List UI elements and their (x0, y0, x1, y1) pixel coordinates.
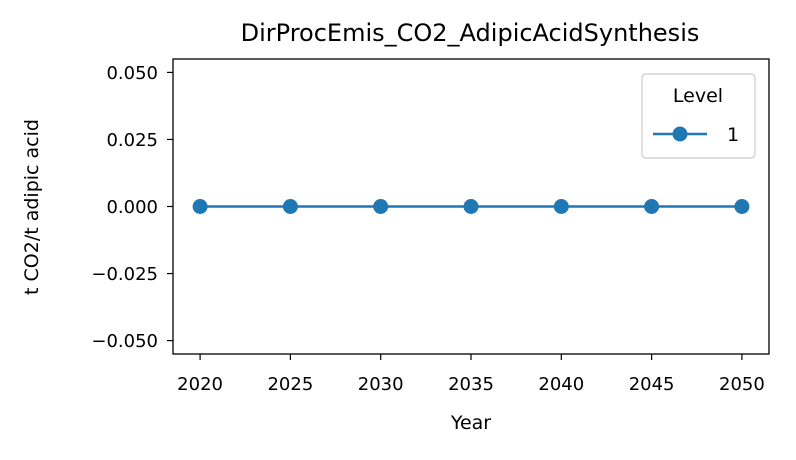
series-layer (192, 199, 750, 214)
x-axis: 2020 2025 2030 2035 2040 2045 2050 (177, 354, 765, 395)
y-tick-label: −0.050 (91, 331, 158, 352)
legend-title: Level (673, 85, 723, 107)
data-point (373, 199, 389, 214)
data-point (644, 199, 660, 214)
data-point (734, 199, 750, 214)
x-tick-label: 2020 (177, 374, 223, 395)
x-tick-label: 2045 (629, 374, 675, 395)
data-point (463, 199, 479, 214)
data-point (282, 199, 298, 214)
y-tick-label: −0.025 (91, 264, 158, 285)
x-tick-label: 2030 (358, 374, 404, 395)
legend-label: 1 (727, 124, 739, 146)
data-point (192, 199, 208, 214)
x-tick-label: 2040 (538, 374, 584, 395)
x-axis-label: Year (450, 412, 491, 434)
legend: Level 1 (641, 73, 756, 159)
y-tick-label: 0.050 (106, 63, 158, 84)
x-tick-label: 2025 (267, 374, 313, 395)
y-axis: 0.050 0.025 0.000 −0.025 −0.050 (91, 63, 173, 352)
legend-box (641, 73, 756, 159)
chart-title: DirProcEmis_CO2_AdipicAcidSynthesis (241, 19, 700, 47)
x-tick-label: 2050 (719, 374, 765, 395)
data-point (553, 199, 569, 214)
y-axis-label: t CO2/t adipic acid (21, 119, 43, 295)
legend-marker-swatch (672, 126, 688, 142)
y-tick-label: 0.025 (106, 130, 158, 151)
x-tick-label: 2035 (448, 374, 494, 395)
y-tick-label: 0.000 (106, 197, 158, 218)
